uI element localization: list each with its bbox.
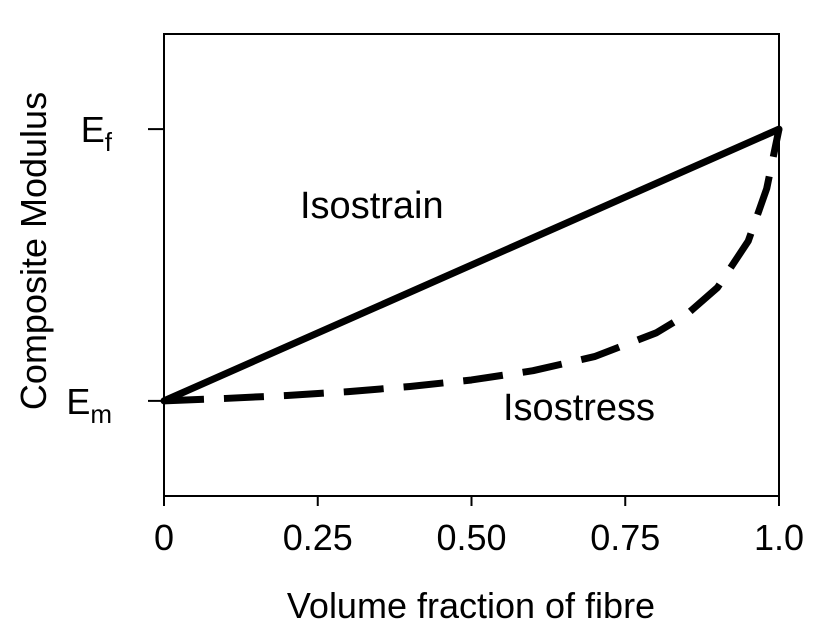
series-line-isostrain	[160, 125, 783, 405]
y-tick-label-main: E	[66, 381, 90, 422]
y-tick-label-sub: f	[105, 127, 113, 157]
x-tick-label: 0.25	[283, 517, 353, 558]
series-label-isostress: Isostress	[503, 387, 655, 429]
x-tick-label: 0	[154, 517, 174, 558]
series-line-isostress	[163, 128, 783, 405]
x-tick-label: 0.50	[436, 517, 506, 558]
y-tick-label: Em	[66, 381, 112, 429]
x-tick-label: 1.0	[754, 517, 804, 558]
series-layer	[160, 125, 783, 405]
x-axis-title: Volume fraction of fibre	[287, 585, 655, 626]
x-tick-label: 0.75	[590, 517, 660, 558]
y-tick-label-main: E	[81, 109, 105, 150]
y-axis-title: Composite Modulus	[13, 92, 54, 410]
y-tick-label: Ef	[81, 109, 113, 157]
y-tick-label-sub: m	[90, 399, 112, 429]
series-label-isostrain: Isostrain	[300, 185, 444, 227]
